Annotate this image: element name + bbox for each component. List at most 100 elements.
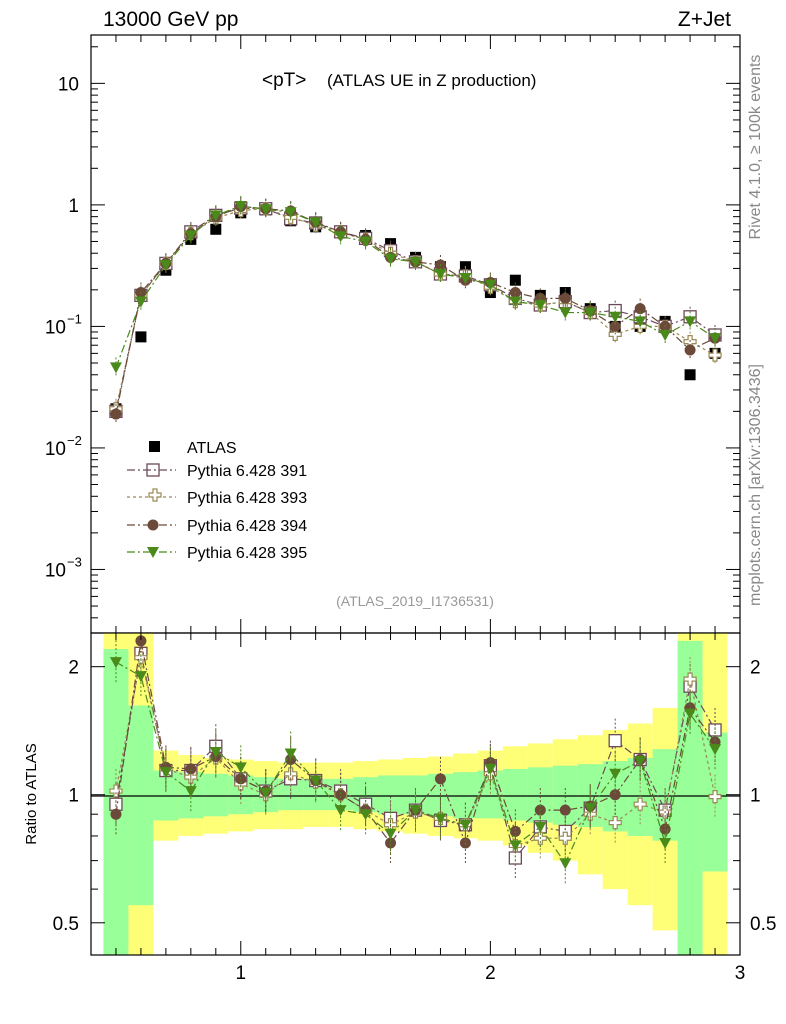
- ratio-point: [509, 825, 521, 837]
- y-tick-label: 10: [45, 439, 66, 460]
- ratio-data-layer: [109, 633, 722, 886]
- data-point: [609, 320, 621, 332]
- ratio-point: [334, 805, 347, 817]
- ratio-point: [185, 763, 197, 775]
- data-point: [109, 362, 122, 374]
- ratio-y-label: Ratio to ATLAS: [23, 743, 40, 844]
- ratio-y-tick-label: 2: [68, 658, 79, 679]
- legend-label-pythia-393: Pythia 6.428 393: [187, 490, 307, 507]
- ratio-point: [634, 756, 647, 768]
- data-point: [684, 316, 697, 328]
- legend-entry-pythia-391: Pythia 6.428 391: [127, 463, 307, 480]
- series-1: [109, 198, 722, 422]
- ratio-point: [434, 813, 447, 825]
- series-2: [109, 198, 722, 419]
- legend-entry-pythia-394: Pythia 6.428 394: [127, 518, 307, 535]
- ratio-point: [484, 763, 497, 775]
- ratio-point: [110, 808, 122, 820]
- ratio-point: [409, 805, 422, 817]
- ratio-point: [708, 789, 722, 804]
- ratio-plot-panel: 2 2 1 1 0.5 0.5 1 2 3 Ratio to ATLAS: [23, 632, 777, 984]
- legend-entry-atlas: ATLAS: [149, 440, 237, 457]
- band-1sigma-segment: [502, 768, 528, 821]
- energy-label: 13000 GeV pp: [103, 8, 238, 31]
- data-point: [134, 296, 147, 308]
- y-tick-exponent: −1: [67, 311, 82, 326]
- y-tick-label: 10: [45, 560, 66, 581]
- data-point: [684, 369, 696, 381]
- data-point: [434, 268, 447, 280]
- ratio-point: [684, 708, 697, 720]
- data-point: [484, 279, 497, 291]
- data-point: [709, 333, 722, 345]
- top-plot-frame: [90, 34, 741, 634]
- ratio-y-tick-label-right: 2: [750, 658, 761, 679]
- data-point: [634, 316, 647, 328]
- ratio-point: [609, 768, 622, 780]
- band-1sigma-segment: [128, 705, 154, 906]
- ratio-y-axis: 2 2 1 1 0.5 0.5: [53, 658, 777, 935]
- data-point: [309, 217, 322, 229]
- ratio-point: [284, 748, 297, 760]
- top-data-layer: [109, 195, 722, 425]
- ratio-point: [159, 767, 172, 779]
- ratio-plot-frame: [90, 632, 741, 956]
- y-tick-exponent: −3: [67, 554, 82, 569]
- data-point: [708, 348, 722, 362]
- series-4: [109, 195, 722, 378]
- ratio-series-4: [109, 640, 722, 886]
- data-point: [210, 223, 222, 235]
- legend-label-pythia-391: Pythia 6.428 391: [187, 463, 307, 480]
- main-plot-panel: <pT> (ATLAS UE in Z production) (ATLAS_2…: [45, 34, 741, 634]
- ratio-point: [609, 789, 621, 801]
- ratio-point: [135, 635, 147, 647]
- legend-entry-pythia-395: Pythia 6.428 395: [127, 545, 307, 562]
- ratio-point: [109, 784, 123, 798]
- ratio-point: [209, 747, 222, 759]
- rivet-label: Rivet 4.1.0, ≥ 100k events: [747, 55, 764, 240]
- mcplots-label: mcplots.cern.ch [arXiv:1306.3436]: [747, 364, 764, 606]
- x-tick-label: 1: [235, 963, 246, 984]
- series-line: [115, 205, 716, 368]
- x-tick-label: 2: [485, 963, 496, 984]
- y-tick-exponent: −2: [67, 433, 82, 448]
- ratio-point: [608, 734, 622, 748]
- band-1sigma-segment: [203, 773, 229, 817]
- band-1sigma-segment: [552, 765, 578, 825]
- ratio-point: [508, 851, 522, 865]
- data-point: [509, 274, 521, 286]
- data-point: [159, 260, 172, 272]
- x-tick-label: 3: [735, 963, 746, 984]
- data-point: [534, 300, 547, 312]
- ratio-point: [509, 840, 522, 852]
- ratio-point: [559, 858, 572, 870]
- data-point: [234, 200, 247, 212]
- y-tick-label: 10: [58, 74, 79, 95]
- data-point: [334, 231, 347, 243]
- ratio-point: [184, 786, 197, 798]
- ratio-point: [359, 809, 372, 821]
- series-0: [110, 204, 721, 415]
- ratio-point: [385, 837, 397, 849]
- series-line: [115, 205, 716, 415]
- legend-label-atlas: ATLAS: [187, 440, 237, 457]
- ratio-point: [558, 831, 572, 845]
- data-point: [634, 303, 646, 315]
- data-point: [110, 408, 122, 420]
- ratio-y-tick-label: 0.5: [53, 914, 79, 935]
- y-tick-label: 1: [68, 196, 79, 217]
- ratio-y-tick-label: 1: [68, 786, 79, 807]
- plot-title-main: <pT>: [262, 70, 306, 91]
- ratio-point: [459, 819, 472, 831]
- data-point: [559, 307, 572, 319]
- ratio-point: [683, 672, 697, 686]
- process-label: Z+Jet: [678, 8, 731, 31]
- ratio-point: [384, 828, 397, 840]
- series-3: [110, 196, 721, 425]
- data-point: [209, 210, 222, 222]
- series-line: [115, 208, 716, 409]
- y-tick-label: 10: [45, 317, 66, 338]
- data-point: [659, 329, 672, 341]
- ratio-point: [534, 821, 547, 833]
- analysis-watermark: (ATLAS_2019_I1736531): [336, 593, 494, 609]
